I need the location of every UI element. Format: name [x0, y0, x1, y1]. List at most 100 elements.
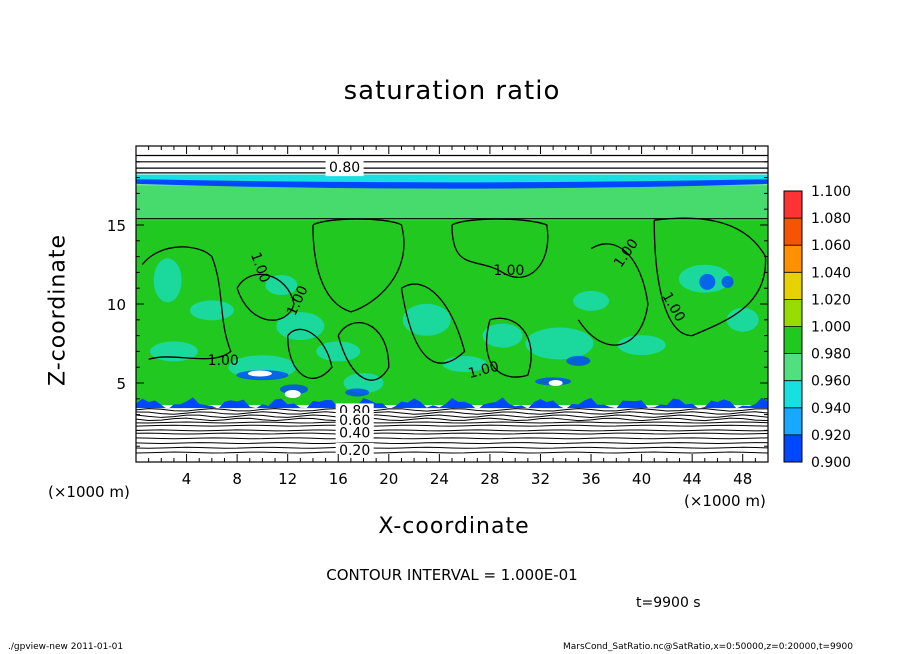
colorbar-swatch	[784, 218, 802, 246]
low-saturation-patch	[617, 335, 666, 356]
y-tick-label: 10	[107, 296, 126, 314]
contour-line	[136, 429, 768, 432]
dry-patch	[345, 388, 370, 397]
contour-interval-text: CONTOUR INTERVAL = 1.000E-01	[326, 566, 578, 584]
white-patch	[247, 370, 272, 377]
colorbar-label: 0.900	[811, 455, 851, 471]
colorbar-label: 1.000	[811, 320, 851, 336]
field-upper-layer	[136, 183, 768, 221]
colorbar-swatch	[784, 299, 802, 327]
contour-label: 0.80	[329, 160, 360, 176]
colorbar-label: 0.980	[811, 347, 851, 363]
white-patch	[284, 390, 301, 399]
contour-line	[136, 442, 768, 445]
x-tick-label: 40	[632, 470, 651, 488]
x-axis-unit-left: (×1000 m)	[48, 483, 130, 501]
x-axis-label: X-coordinate	[378, 514, 530, 539]
low-saturation-patch	[573, 290, 610, 311]
contour-label-bg	[335, 412, 374, 429]
x-tick-label: 48	[733, 470, 752, 488]
low-saturation-patch	[525, 327, 594, 360]
colorbar-label: 1.080	[811, 211, 851, 227]
low-saturation-patch	[316, 341, 361, 362]
colorbar-swatch	[784, 191, 802, 219]
colorbar-label: 1.100	[811, 184, 851, 200]
contour-line	[287, 328, 333, 379]
field-top-band-edge	[136, 174, 768, 183]
contour-label-bg	[325, 160, 364, 177]
time-stamp: t=9900 s	[636, 595, 701, 611]
contour-label-bg	[335, 442, 374, 459]
low-saturation-patch	[482, 323, 523, 348]
x-tick-label: 12	[278, 470, 297, 488]
low-saturation-patch	[189, 300, 234, 321]
contour-line	[136, 446, 768, 449]
low-saturation-patch	[265, 275, 298, 296]
contour-line	[136, 424, 768, 427]
contour-line	[312, 218, 405, 313]
contour-line	[136, 414, 768, 418]
footer-left-text: ./gpview-new 2011-01-01	[8, 642, 124, 652]
colorbar-label: 0.920	[811, 428, 851, 444]
contour-line	[136, 417, 768, 422]
contour-label: 0.40	[339, 426, 370, 442]
colorbar-label: 0.960	[811, 374, 851, 390]
low-saturation-patch	[726, 307, 759, 332]
contour-label: 1.00	[466, 359, 500, 383]
low-saturation-patch	[153, 258, 182, 303]
colorbar-swatch	[784, 380, 802, 409]
colorbar-label: 1.020	[811, 292, 851, 308]
contour-line	[136, 411, 768, 415]
contour-line	[451, 218, 549, 278]
low-saturation-patch	[343, 373, 384, 393]
surface-band	[136, 397, 768, 410]
dry-patch	[699, 273, 716, 290]
x-tick-label: 44	[683, 470, 702, 488]
contour-line	[136, 451, 768, 454]
low-saturation-patch	[276, 312, 325, 341]
contour-line	[236, 273, 295, 321]
contour-line	[577, 243, 649, 346]
contour-line	[400, 283, 466, 364]
contour-label: 1.00	[493, 263, 524, 279]
plot-field	[136, 146, 768, 462]
x-tick-label: 36	[581, 470, 600, 488]
colorbar-label: 1.040	[811, 265, 851, 281]
contour-line	[136, 432, 768, 435]
y-tick-label: 5	[116, 375, 126, 393]
contour-label: 0.20	[339, 443, 370, 459]
x-tick-label: 8	[232, 470, 242, 488]
contour-line	[653, 217, 767, 337]
contour-label-bg	[335, 425, 374, 442]
x-tick-label: 20	[379, 470, 398, 488]
white-patch	[548, 380, 563, 386]
x-tick-label: 16	[329, 470, 348, 488]
contour-line	[485, 317, 532, 378]
colorbar-swatch	[784, 353, 802, 382]
footer-right-text: MarsCond_SatRatio.nc@SatRatio,x=0:50000,…	[563, 642, 853, 652]
contour-line	[136, 421, 768, 424]
x-tick-label: 4	[182, 470, 192, 488]
contour-line	[136, 437, 768, 440]
colorbar-swatch	[784, 434, 802, 463]
dry-patch	[721, 275, 734, 288]
colorbar-swatch	[784, 245, 802, 273]
y-tick-label: 15	[107, 217, 126, 235]
low-saturation-patch	[402, 303, 451, 336]
dry-patch	[566, 355, 591, 366]
colorbar-swatch	[784, 326, 802, 355]
contour-label: 0.60	[339, 413, 370, 429]
contour-line	[136, 408, 768, 412]
colorbar-label: 0.940	[811, 401, 851, 417]
contour-line	[141, 246, 232, 360]
x-tick-label: 28	[480, 470, 499, 488]
x-axis-unit-right: (×1000 m)	[684, 492, 766, 510]
y-axis-label: Z-coordinate	[45, 234, 71, 386]
low-saturation-patch	[149, 341, 198, 362]
chart-title: saturation ratio	[343, 76, 561, 106]
x-tick-label: 32	[531, 470, 550, 488]
colorbar-swatch	[784, 407, 802, 436]
contour-line	[337, 322, 390, 381]
x-tick-label: 24	[430, 470, 449, 488]
